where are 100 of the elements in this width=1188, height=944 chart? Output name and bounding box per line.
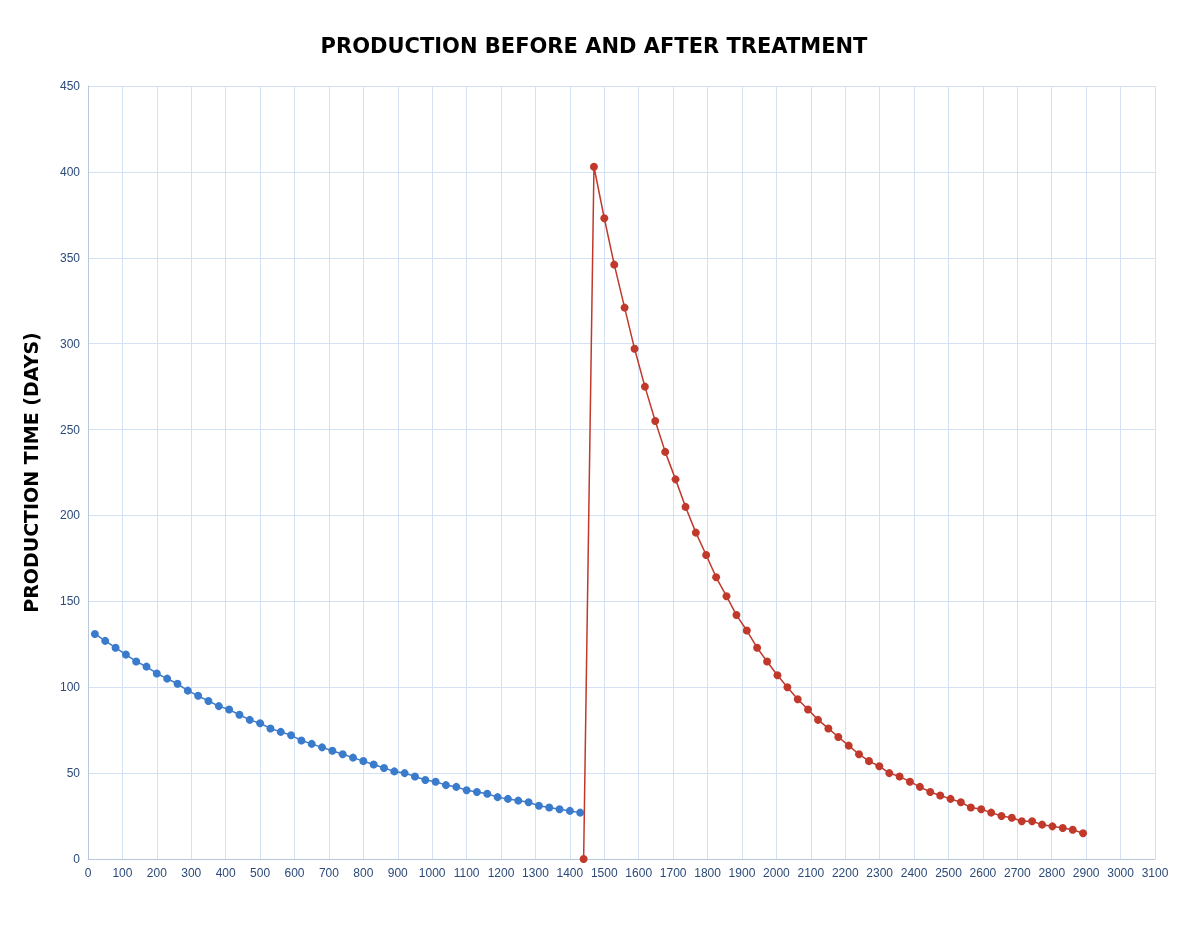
x-tick-label: 1300 bbox=[522, 866, 550, 880]
point bbox=[1048, 822, 1057, 831]
point bbox=[328, 746, 337, 755]
x-tick-label: 200 bbox=[146, 866, 168, 880]
point bbox=[600, 214, 609, 223]
x-tick-label: 2100 bbox=[797, 866, 825, 880]
point bbox=[493, 793, 502, 802]
point bbox=[1068, 825, 1077, 834]
x-tick-label: 2500 bbox=[935, 866, 963, 880]
point bbox=[307, 739, 316, 748]
x-tick-label: 100 bbox=[112, 866, 133, 880]
chart-title: PRODUCTION BEFORE AND AFTER TREATMENT bbox=[320, 33, 869, 58]
point bbox=[763, 657, 772, 666]
point bbox=[256, 719, 265, 728]
point bbox=[173, 679, 182, 688]
x-tick-label: 2700 bbox=[1003, 866, 1031, 880]
point bbox=[452, 782, 461, 791]
point bbox=[691, 528, 700, 537]
x-tick-label: 1500 bbox=[590, 866, 618, 880]
point bbox=[936, 791, 945, 800]
point bbox=[651, 416, 660, 425]
point bbox=[783, 683, 792, 692]
point bbox=[844, 741, 853, 750]
y-tick-label: 400 bbox=[59, 164, 81, 179]
x-tick-label: 1200 bbox=[487, 866, 515, 880]
x-tick-label: 2600 bbox=[969, 866, 997, 880]
x-tick-label: 3100 bbox=[1141, 866, 1169, 880]
point bbox=[895, 772, 904, 781]
y-tick-label: 150 bbox=[59, 594, 81, 609]
point bbox=[359, 757, 368, 766]
point bbox=[956, 798, 965, 807]
point bbox=[814, 715, 823, 724]
point bbox=[111, 643, 120, 652]
y-tick-label: 250 bbox=[59, 422, 81, 437]
point bbox=[576, 808, 585, 817]
point bbox=[225, 705, 234, 714]
point bbox=[742, 626, 751, 635]
point bbox=[966, 803, 975, 812]
x-tick-label: 2000 bbox=[763, 866, 791, 880]
point bbox=[132, 657, 141, 666]
point bbox=[905, 777, 914, 786]
point bbox=[163, 674, 172, 683]
point bbox=[824, 724, 833, 733]
point bbox=[421, 775, 430, 784]
point bbox=[390, 767, 399, 776]
point bbox=[681, 502, 690, 511]
point bbox=[245, 715, 254, 724]
point bbox=[1028, 817, 1037, 826]
point bbox=[380, 763, 389, 772]
point bbox=[472, 788, 481, 796]
point bbox=[630, 344, 639, 353]
x-tick-label: 800 bbox=[353, 866, 374, 880]
point bbox=[318, 743, 327, 752]
y-tick-label: 300 bbox=[59, 336, 81, 351]
point bbox=[266, 724, 275, 733]
point bbox=[214, 702, 223, 711]
point bbox=[400, 769, 409, 778]
point bbox=[462, 786, 471, 795]
y-tick-label: 450 bbox=[59, 79, 81, 93]
x-tick-label: 300 bbox=[181, 866, 202, 880]
point bbox=[287, 731, 296, 740]
point bbox=[90, 629, 99, 638]
point bbox=[671, 475, 680, 484]
y-tick-label: 50 bbox=[66, 766, 81, 781]
point bbox=[441, 781, 450, 790]
x-tick-label: 2800 bbox=[1038, 866, 1066, 880]
point bbox=[410, 772, 419, 781]
point bbox=[1017, 817, 1026, 826]
point bbox=[152, 669, 161, 678]
point bbox=[773, 671, 782, 680]
point bbox=[661, 447, 670, 456]
point bbox=[864, 757, 873, 766]
point bbox=[276, 727, 285, 736]
point bbox=[946, 794, 955, 803]
point bbox=[503, 794, 512, 803]
point bbox=[987, 808, 996, 817]
point bbox=[915, 782, 924, 791]
point bbox=[183, 686, 192, 695]
x-tick-label: 1900 bbox=[728, 866, 756, 880]
point bbox=[1007, 813, 1016, 822]
x-tick-label: 1800 bbox=[694, 866, 722, 880]
x-tick-label: 2300 bbox=[866, 866, 894, 880]
point bbox=[804, 705, 813, 714]
point bbox=[885, 769, 894, 778]
point bbox=[610, 260, 619, 269]
point bbox=[297, 736, 306, 745]
point bbox=[204, 696, 213, 705]
point bbox=[834, 733, 843, 742]
point bbox=[793, 695, 802, 704]
y-tick-label: 0 bbox=[73, 852, 81, 866]
point bbox=[732, 611, 741, 620]
point bbox=[534, 801, 543, 810]
x-tick-label: 3000 bbox=[1107, 866, 1135, 880]
x-tick-label: 0 bbox=[84, 866, 92, 880]
x-tick-label: 1000 bbox=[418, 866, 446, 880]
point bbox=[338, 750, 347, 759]
y-tick-label: 100 bbox=[59, 680, 81, 695]
point bbox=[579, 855, 588, 863]
point bbox=[142, 662, 151, 671]
y-tick-label: 200 bbox=[59, 508, 81, 523]
